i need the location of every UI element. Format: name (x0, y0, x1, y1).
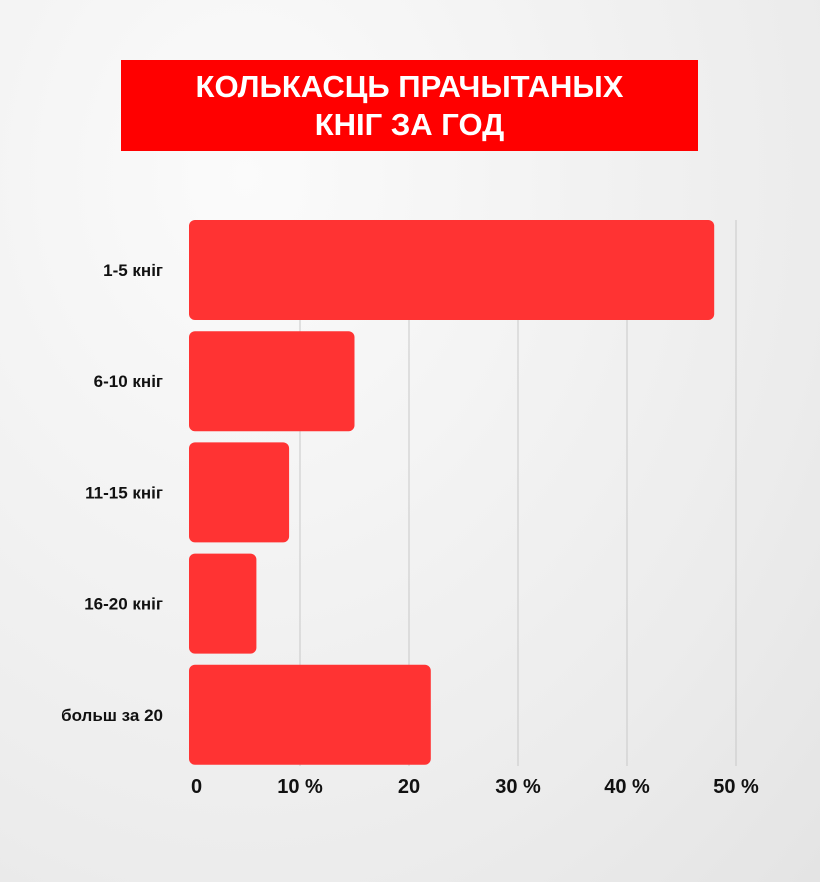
bar (189, 553, 257, 654)
x-tick-label: 20 (398, 776, 420, 798)
bar (189, 331, 355, 432)
bar (189, 664, 431, 765)
chart-title-line-1: КОЛЬКАСЦЬ ПРАЧЫТАНЫХ (195, 68, 624, 104)
category-label: 1-5 кніг (103, 261, 163, 280)
bar (189, 220, 715, 320)
category-label: больш за 20 (61, 706, 163, 725)
x-tick-label: 50 % (713, 776, 759, 798)
chart-title-line-2: КНІГ ЗА ГОД (314, 106, 505, 142)
x-tick-label: 0 (191, 776, 202, 798)
category-label: 6-10 кніг (94, 372, 163, 391)
x-tick-label: 30 % (495, 776, 541, 798)
bar (189, 442, 290, 543)
category-label: 16-20 кніг (84, 595, 163, 614)
chart-title: КОЛЬКАСЦЬ ПРАЧЫТАНЫХ КНІГ ЗА ГОД (121, 60, 698, 151)
x-tick-label: 10 % (277, 776, 323, 798)
x-tick-label: 40 % (604, 776, 650, 798)
category-label: 11-15 кніг (85, 483, 163, 502)
